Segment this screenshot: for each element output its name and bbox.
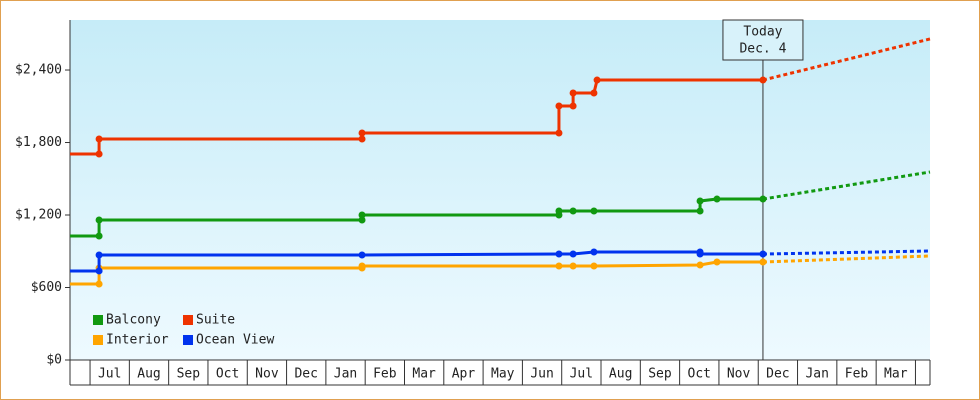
plot-area (70, 20, 930, 360)
price-point (759, 76, 767, 84)
price-point (696, 207, 704, 215)
price-point (590, 248, 598, 256)
x-tick-label: Aug (137, 367, 160, 382)
legend-swatch (183, 315, 193, 325)
x-tick-label: Jan (334, 367, 357, 382)
price-point (95, 251, 103, 259)
y-tick-label: $1,200 (15, 208, 62, 223)
price-point (555, 102, 563, 110)
x-tick-label: Feb (845, 367, 869, 382)
x-tick-label: Dec (766, 367, 789, 382)
x-tick-label: Jul (570, 367, 593, 382)
price-point (95, 280, 103, 288)
legend-swatch (93, 335, 103, 345)
price-point (555, 129, 563, 137)
x-tick-label: Jan (805, 367, 828, 382)
today-label: Today (743, 25, 782, 40)
x-tick-label: Mar (884, 367, 908, 382)
x-tick-label: Apr (452, 367, 476, 382)
y-tick-label: $1,800 (15, 135, 62, 150)
forecast-line (762, 170, 931, 201)
price-point (95, 216, 103, 224)
legend-label: Suite (196, 313, 235, 328)
x-tick-label: Feb (373, 367, 397, 382)
today-label: Dec. 4 (739, 42, 786, 57)
price-point (358, 135, 366, 143)
legend-swatch (93, 315, 103, 325)
x-tick-label: May (491, 367, 515, 382)
legend-label: Interior (106, 333, 169, 348)
price-point (759, 195, 767, 203)
x-tick-label: Nov (255, 367, 279, 382)
x-tick-label: Dec (294, 367, 317, 382)
price-point (696, 261, 704, 269)
y-tick-label: $600 (31, 280, 62, 295)
price-point (713, 195, 721, 203)
price-point (358, 262, 366, 270)
price-point (95, 135, 103, 143)
price-point (555, 250, 563, 258)
x-tick-label: Oct (216, 367, 239, 382)
legend-label: Ocean View (196, 333, 274, 348)
y-tick-label: $2,400 (15, 63, 62, 78)
x-tick-label: Nov (727, 367, 751, 382)
price-point (590, 262, 598, 270)
price-point (590, 207, 598, 215)
price-point (759, 250, 767, 258)
x-tick-label: Jul (98, 367, 121, 382)
price-point (713, 258, 721, 266)
price-point (569, 89, 577, 97)
legend-swatch (183, 335, 193, 345)
x-tick-label: Mar (412, 367, 436, 382)
y-tick-label: $0 (46, 353, 62, 368)
price-point (95, 232, 103, 240)
price-point (358, 251, 366, 259)
forecast-line (762, 37, 931, 82)
x-tick-label: Sep (177, 367, 201, 382)
price-point (95, 150, 103, 158)
price-point (358, 129, 366, 137)
price-point (555, 207, 563, 215)
today-box (722, 19, 804, 61)
x-tick-label: Sep (648, 367, 672, 382)
price-point (696, 250, 704, 258)
price-point (593, 76, 601, 84)
x-tick-label: Oct (688, 367, 711, 382)
price-point (696, 197, 704, 205)
price-point (759, 258, 767, 266)
price-point (358, 216, 366, 224)
x-tick-label: Aug (609, 367, 632, 382)
price-point (569, 207, 577, 215)
price-point (358, 211, 366, 219)
price-point (95, 267, 103, 275)
price-point (555, 262, 563, 270)
price-point (590, 89, 598, 97)
price-point (569, 262, 577, 270)
price-point (569, 250, 577, 258)
x-tick-label: Jun (530, 367, 553, 382)
price-point (569, 102, 577, 110)
legend-label: Balcony (106, 313, 161, 328)
